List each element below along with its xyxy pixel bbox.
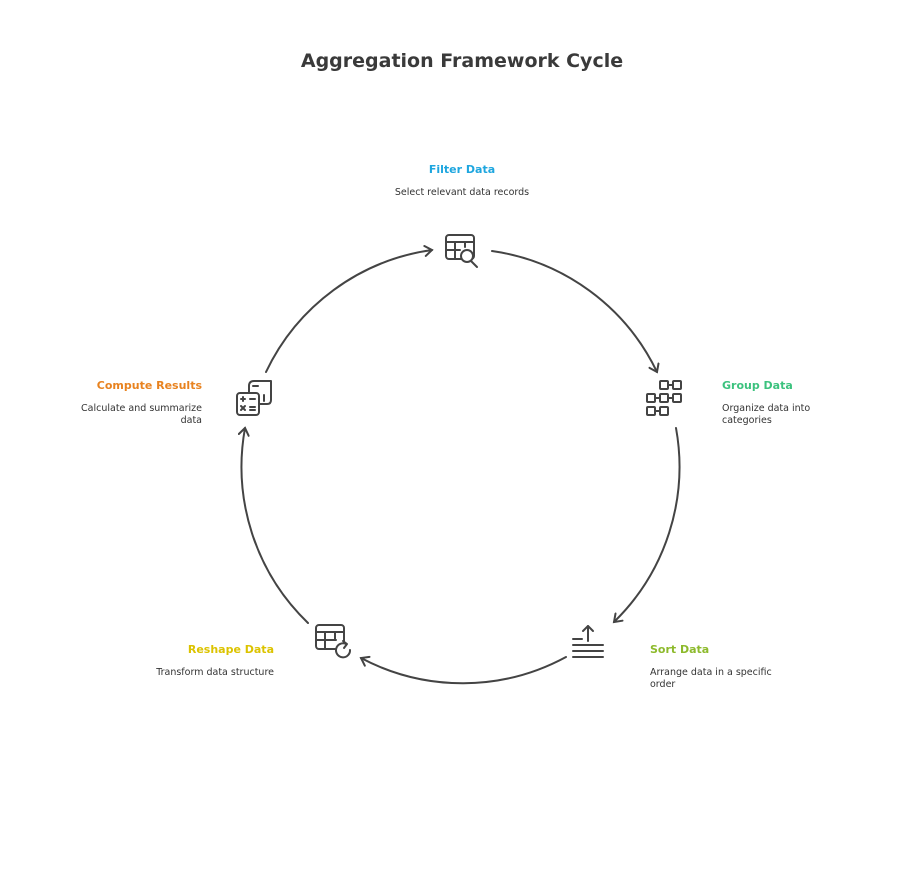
step-reshape-label: Reshape Data <box>187 643 274 656</box>
arrow-filter-to-group <box>491 250 660 374</box>
sort-lines-icon <box>572 625 604 658</box>
step-reshape-description: Transform data structure <box>156 667 274 678</box>
step-group-description: Organize data into categories <box>722 403 811 426</box>
step-filter-description: Select relevant data records <box>394 187 530 198</box>
step-filter-label: Filter Data <box>428 163 496 176</box>
step-sort-description: Arrange data in a specific order <box>650 667 772 690</box>
arrow-compute-to-filter <box>265 245 434 373</box>
table-search-icon <box>445 234 478 268</box>
diagram-title: Aggregation Framework Cycle <box>300 50 624 72</box>
step-compute-label: Compute Results <box>96 379 202 392</box>
step-compute-description: Calculate and summarize data <box>81 403 202 426</box>
grid-nodes-icon <box>646 380 682 416</box>
calculator-icon <box>236 380 272 416</box>
arrow-reshape-to-compute <box>237 426 309 624</box>
arrow-group-to-sort <box>612 427 681 624</box>
table-refresh-icon <box>315 624 352 659</box>
step-group-label: Group Data <box>722 379 793 392</box>
arrow-sort-to-reshape <box>359 655 567 685</box>
step-sort-label: Sort Data <box>650 643 710 656</box>
